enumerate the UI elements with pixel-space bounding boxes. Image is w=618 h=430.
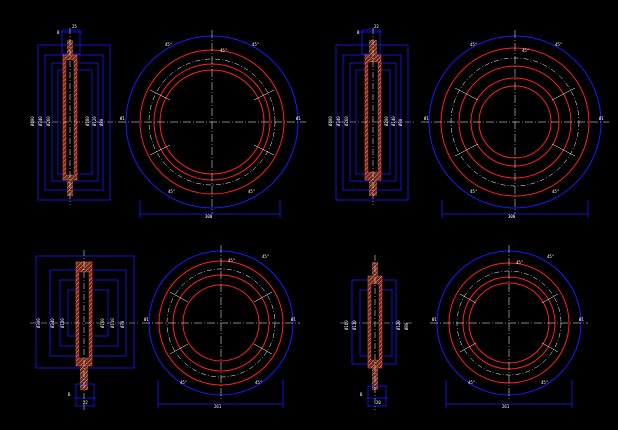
section-view-bottom-left — [30, 250, 140, 410]
bl-plan-bottom-dim: 261 — [214, 404, 222, 409]
bl-bottom-dim-2: 22 — [83, 400, 88, 405]
bl-right-dim-1: Ø160 — [100, 318, 105, 328]
tl-angle-1: 45° — [165, 42, 172, 47]
tr-top-dim-1: B — [357, 30, 360, 35]
tl-top-dim-2: 25 — [72, 24, 77, 29]
bl-angle-4: 45° — [255, 380, 262, 385]
br-plan-bottom-dim: 261 — [502, 404, 510, 409]
tl-left-dim-2: Ø340 — [38, 116, 43, 126]
tr-plan-left-dim: Ø1 — [424, 116, 429, 121]
section-view-top-right — [328, 28, 416, 205]
br-angle-1: 45° — [516, 260, 523, 265]
tl-plan-left-dim: Ø1 — [120, 116, 125, 121]
tr-angle-1: 45° — [470, 42, 477, 47]
tl-right-dim-3: Ø80 — [99, 118, 104, 126]
tl-angle-4: 45° — [168, 189, 175, 194]
plan-view-bottom-right — [430, 245, 588, 408]
tl-left-dim-3: Ø260 — [46, 116, 51, 126]
bl-angle-3: 45° — [180, 380, 187, 385]
br-right-dim-2: Ø80 — [404, 322, 409, 330]
plan-view-top-left — [118, 30, 306, 218]
tl-right-dim-2: Ø120 — [92, 116, 97, 126]
tr-plan-bottom-dim: 300 — [508, 214, 516, 219]
bl-left-dim-1: Ø300 — [36, 318, 41, 328]
tl-plan-bottom-dim: 300 — [205, 214, 213, 219]
tr-left-dim-2: Ø340 — [336, 116, 341, 126]
bl-plan-right-dim: Ø1 — [291, 317, 296, 322]
br-right-dim-1: Ø120 — [396, 320, 401, 330]
br-angle-4: 45° — [541, 380, 548, 385]
br-bottom-dim-2: 20 — [376, 400, 381, 405]
tl-angle-3: 45° — [220, 48, 227, 53]
bl-left-dim-3: Ø180 — [60, 318, 65, 328]
tr-right-dim-3: Ø90 — [398, 118, 403, 126]
tr-angle-3: 45° — [522, 48, 529, 53]
br-left-dim-1: Ø160 — [344, 320, 349, 330]
bl-plan-left-dim: Ø1 — [144, 317, 149, 322]
tr-left-dim-3: Ø260 — [344, 116, 349, 126]
tr-angle-4: 45° — [470, 189, 477, 194]
section-view-top-left — [30, 28, 118, 205]
bl-angle-1: 45° — [228, 258, 235, 263]
br-angle-3: 45° — [468, 380, 475, 385]
br-plan-right-dim: Ø1 — [579, 317, 584, 322]
tl-angle-2: 45° — [252, 42, 259, 47]
tr-angle-2: 45° — [555, 42, 562, 47]
plan-view-bottom-left — [142, 245, 300, 408]
tr-plan-right-dim: Ø1 — [599, 116, 604, 121]
tr-left-dim-1: Ø400 — [328, 116, 333, 126]
tr-angle-5: 45° — [552, 189, 559, 194]
tr-right-dim-2: Ø140 — [391, 116, 396, 126]
tr-top-dim-2: 22 — [374, 24, 379, 29]
bl-angle-2: 45° — [262, 254, 269, 259]
plan-view-top-right — [421, 30, 609, 218]
section-view-bottom-right — [340, 255, 412, 410]
tl-right-dim-1: Ø180 — [85, 116, 90, 126]
br-bottom-dim-1: B — [360, 392, 363, 397]
tl-angle-5: 45° — [248, 189, 255, 194]
tl-plan-right-dim: Ø1 — [296, 116, 301, 121]
tl-left-dim-1: Ø400 — [30, 116, 35, 126]
br-left-dim-2: Ø110 — [352, 320, 357, 330]
br-angle-2: 45° — [547, 254, 554, 259]
bl-right-dim-3: Ø70 — [120, 320, 125, 328]
tl-top-dim-1: B — [57, 30, 60, 35]
bl-left-dim-2: Ø240 — [50, 318, 55, 328]
bl-bottom-dim-1: B — [68, 392, 71, 397]
tr-right-dim-1: Ø200 — [384, 116, 389, 126]
br-plan-left-dim: Ø1 — [432, 317, 437, 322]
bl-right-dim-2: Ø110 — [110, 318, 115, 328]
